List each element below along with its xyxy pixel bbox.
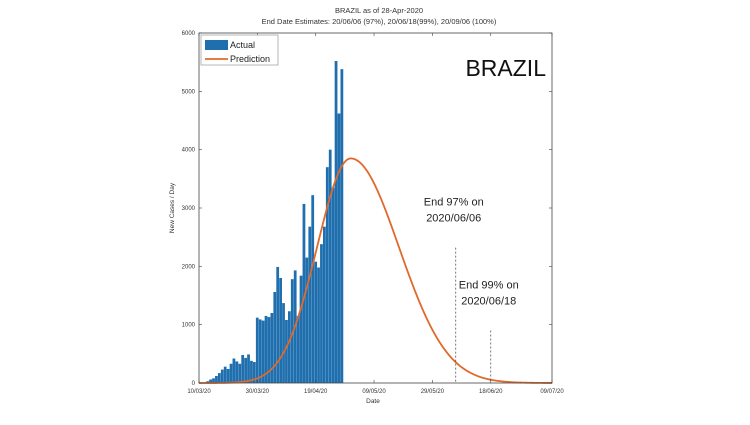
bar-2020-03-29 — [252, 362, 256, 383]
bar-2020-04-28 — [340, 69, 344, 384]
bar-2020-03-16 — [215, 376, 218, 383]
annotations-group: End 97% on 2020/06/06 End 99% on 2020/06/18 — [424, 197, 519, 383]
bar-2020-04-02 — [264, 315, 268, 383]
bar-2020-03-30 — [255, 317, 259, 383]
bar-2020-03-15 — [212, 378, 215, 383]
x-tick-label-2020-03-30: 30/03/20 — [246, 389, 270, 395]
bar-2020-03-19 — [223, 366, 227, 383]
bar-2020-04-08 — [282, 303, 285, 383]
bar-2020-03-28 — [250, 360, 253, 383]
x-tick-label-2020-06-18: 18/06/20 — [479, 389, 503, 395]
bar-2020-04-19 — [314, 261, 318, 383]
bar-2020-04-07 — [279, 278, 282, 383]
bar-2020-04-03 — [267, 317, 271, 383]
bar-2020-04-18 — [311, 195, 315, 383]
bar-2020-04-10 — [287, 311, 291, 383]
prediction-line — [199, 157, 552, 384]
bar-2020-03-31 — [258, 319, 262, 383]
bar-2020-03-17 — [217, 373, 221, 383]
y-tick-label-1000: 1000 — [182, 323, 196, 329]
y-tick-label-2000: 2000 — [182, 264, 196, 270]
annotation-text-1-line2: 2020/06/18 — [461, 296, 516, 308]
bar-2020-03-21 — [229, 363, 233, 383]
bar-2020-04-22 — [322, 226, 326, 383]
y-tick-label-4000: 4000 — [182, 148, 196, 154]
bar-2020-04-05 — [273, 292, 277, 383]
y-tick-label-6000: 6000 — [182, 31, 196, 37]
y-tick-label-3000: 3000 — [182, 206, 196, 212]
bar-2020-04-21 — [320, 244, 323, 383]
y-tick-label-5000: 5000 — [182, 89, 196, 95]
bar-2020-03-26 — [244, 357, 247, 383]
chart-subtitle: End Date Estimates: 20/06/06 (97%), 20/0… — [262, 17, 497, 26]
bar-2020-03-22 — [232, 358, 236, 383]
bar-2020-04-13 — [296, 315, 300, 383]
bar-2020-03-18 — [220, 369, 224, 383]
annotation-text-0-line2: 2020/06/06 — [426, 213, 481, 225]
bar-2020-04-15 — [302, 203, 306, 383]
chart-title: BRAZIL as of 28-Apr-2020 — [335, 6, 423, 15]
bar-2020-04-23 — [325, 167, 329, 383]
bar-2020-04-04 — [270, 313, 274, 383]
legend-actual-label: Actual — [230, 40, 255, 50]
country-label: BRAZIL — [465, 55, 546, 81]
plot-frame — [198, 32, 553, 384]
bar-2020-04-25 — [331, 187, 335, 383]
legend-prediction-label: Prediction — [230, 54, 270, 64]
bar-2020-04-11 — [290, 279, 294, 383]
bar-2020-04-09 — [285, 320, 288, 383]
x-tick-label-2020-07-09: 09/07/20 — [540, 389, 564, 395]
x-tick-label-2020-03-10: 10/03/20 — [187, 389, 211, 395]
bar-2020-04-27 — [337, 113, 341, 383]
annotation-text-1-line1: End 99% on — [459, 280, 519, 292]
bar-2020-03-23 — [235, 361, 239, 383]
y-tick-label-0: 0 — [192, 381, 196, 387]
axes-group: 0 1000 2000 3000 4000 5000 6000 10/03/20 30/03/2… — [182, 31, 565, 395]
x-axis-label: Date — [366, 398, 380, 405]
legend: Actual Prediction — [200, 34, 279, 66]
bar-2020-03-14 — [209, 379, 212, 383]
bar-2020-04-06 — [276, 266, 280, 383]
y-axis-label: New Cases / Day — [169, 182, 176, 233]
bar-2020-04-17 — [308, 226, 312, 383]
prediction-group — [199, 157, 552, 384]
bar-2020-04-14 — [299, 275, 303, 383]
bar-2020-04-01 — [261, 320, 265, 383]
bar-2020-03-24 — [238, 363, 242, 383]
bar-2020-04-24 — [328, 149, 332, 383]
x-tick-label-2020-05-29: 29/05/20 — [421, 389, 445, 395]
bar-2020-03-25 — [241, 355, 245, 383]
bar-2020-04-20 — [317, 267, 320, 383]
x-tick-label-2020-04-19: 19/04/20 — [304, 389, 328, 395]
bar-2020-03-27 — [247, 354, 250, 383]
x-tick-label-2020-05-09: 09/05/20 — [362, 389, 386, 395]
bar-2020-04-16 — [305, 257, 309, 383]
annotation-text-0-line1: End 97% on — [424, 197, 484, 209]
legend-actual-swatch — [205, 40, 228, 50]
bar-2020-03-20 — [226, 369, 230, 383]
bar-2020-04-26 — [334, 61, 338, 383]
